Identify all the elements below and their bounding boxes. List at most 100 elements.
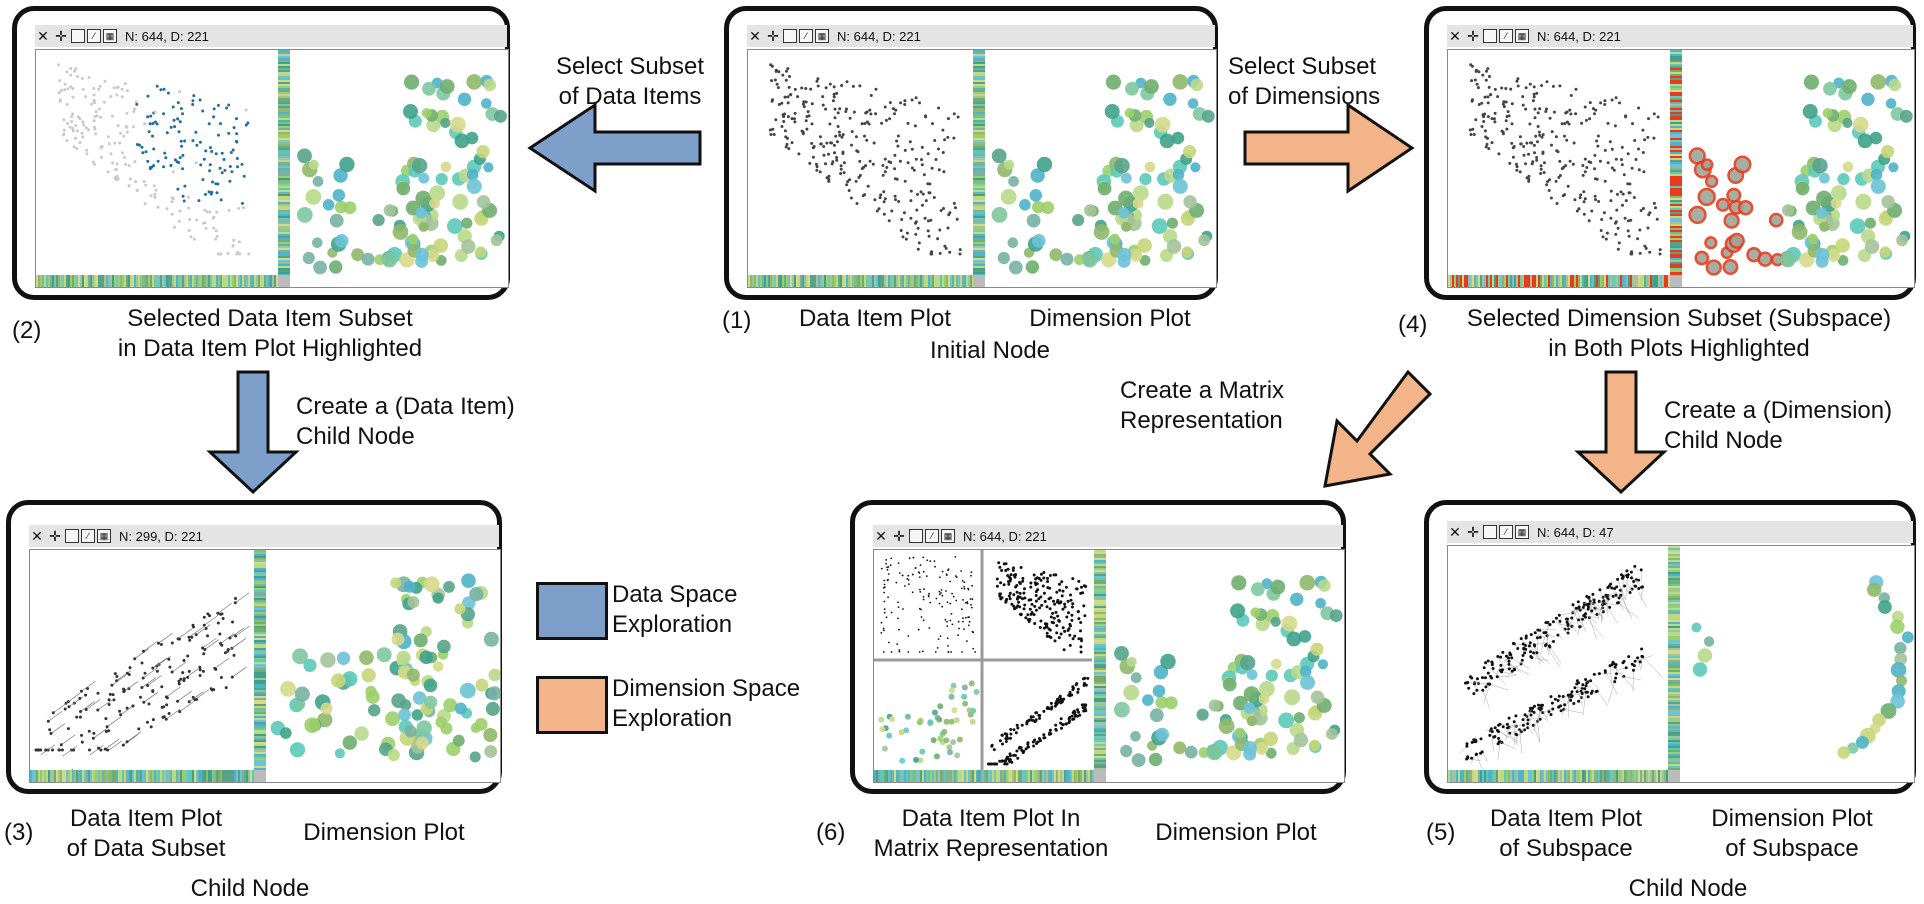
scatter-icon[interactable]: ⁄ <box>87 29 101 43</box>
data-point <box>827 180 830 183</box>
data-point <box>191 139 194 142</box>
matrix-icon[interactable]: ▦ <box>103 29 117 43</box>
strip-cell <box>973 222 985 224</box>
move-icon[interactable]: ✛ <box>1465 28 1481 44</box>
data-point <box>80 734 83 737</box>
dimension-bubble <box>297 207 313 223</box>
line-mark <box>1564 709 1584 713</box>
data-point <box>1636 656 1639 659</box>
node-selected-dimensions[interactable]: ✕ ✛ ⁄ ▦ N: 644, D: 221 <box>1424 6 1916 300</box>
strip-cell <box>160 770 162 782</box>
data-point <box>885 119 888 122</box>
scatter-icon[interactable]: ⁄ <box>81 529 95 543</box>
strip-cell <box>254 712 266 714</box>
strip-cell <box>278 170 290 172</box>
matrix-icon[interactable]: ▦ <box>1515 525 1529 539</box>
line-mark <box>51 724 65 734</box>
move-icon[interactable]: ✛ <box>53 28 69 44</box>
dimension-bubble <box>1819 222 1829 232</box>
data-point <box>993 763 996 766</box>
strip-cell <box>60 770 62 782</box>
data-point <box>884 586 886 588</box>
data-point <box>1620 158 1623 161</box>
strip-cell <box>942 770 944 782</box>
data-point <box>1063 630 1066 633</box>
data-point <box>918 241 921 244</box>
data-point <box>1533 85 1536 88</box>
strip-cell <box>1514 275 1516 287</box>
data-point <box>784 96 787 99</box>
arrow-create-dimension-child <box>1578 372 1664 492</box>
move-icon[interactable]: ✛ <box>891 528 907 544</box>
dimension-bubble <box>1318 659 1328 669</box>
close-icon[interactable]: ✕ <box>1447 28 1463 44</box>
close-icon[interactable]: ✕ <box>1447 524 1463 540</box>
data-point <box>166 131 169 134</box>
panel-icon[interactable] <box>909 529 923 543</box>
strip-cell <box>1670 88 1682 90</box>
panel-icon[interactable] <box>1483 29 1497 43</box>
strip-cell <box>224 770 226 782</box>
strip-cell <box>918 770 920 782</box>
node-selected-data-items[interactable]: ✕ ✛ ⁄ ▦ N: 644, D: 221 <box>12 6 510 300</box>
strip-cell <box>1670 122 1682 124</box>
close-icon[interactable]: ✕ <box>35 28 51 44</box>
data-point <box>1525 142 1528 145</box>
scatter-icon[interactable]: ⁄ <box>1499 525 1513 539</box>
node-initial[interactable]: ✕ ✛ ⁄ ▦ N: 644, D: 221 <box>724 6 1218 300</box>
data-point <box>59 100 62 103</box>
matrix-icon[interactable]: ▦ <box>97 529 111 543</box>
close-icon[interactable]: ✕ <box>29 528 45 544</box>
matrix-icon[interactable]: ▦ <box>815 29 829 43</box>
dimension-bubble <box>455 134 470 149</box>
node-dimension-child[interactable]: ✕ ✛ ⁄ ▦ N: 644, D: 47 <box>1424 500 1916 794</box>
close-icon[interactable]: ✕ <box>873 528 889 544</box>
panel-icon[interactable] <box>71 29 85 43</box>
panel-icon[interactable] <box>783 29 797 43</box>
strip-cell <box>966 770 968 782</box>
strip-cell <box>128 770 130 782</box>
dimension-bubble <box>998 252 1010 264</box>
strip-cell <box>1506 770 1508 782</box>
node-matrix[interactable]: ✕ ✛ ⁄ ▦ N: 644, D: 221 <box>850 500 1346 794</box>
data-point <box>1615 158 1618 161</box>
data-point <box>1627 229 1630 232</box>
strip-cell <box>218 275 220 287</box>
matrix-icon[interactable]: ▦ <box>941 529 955 543</box>
data-point <box>1603 103 1606 106</box>
panel-icon[interactable] <box>65 529 79 543</box>
data-point <box>1589 101 1592 104</box>
strip-cell <box>1086 770 1088 782</box>
strip-cell <box>278 230 290 232</box>
dimension-bubble <box>1009 261 1023 275</box>
panel-icon[interactable] <box>1483 525 1497 539</box>
strip-cell <box>1670 270 1682 272</box>
strip-cell <box>98 770 100 782</box>
dimension-bubble <box>1725 214 1739 228</box>
move-icon[interactable]: ✛ <box>47 528 63 544</box>
dimension-bubble <box>393 224 409 240</box>
strip-cell <box>1670 230 1682 232</box>
data-point <box>1520 637 1523 640</box>
scatter-icon[interactable]: ⁄ <box>925 529 939 543</box>
close-icon[interactable]: ✕ <box>747 28 763 44</box>
data-point <box>923 571 925 573</box>
node-data-child[interactable]: ✕ ✛ ⁄ ▦ N: 299, D: 221 <box>6 500 502 794</box>
strip-cell <box>278 168 290 170</box>
dimension-bubble <box>1165 696 1178 709</box>
scatter-icon[interactable]: ⁄ <box>1499 29 1513 43</box>
strip-cell <box>254 752 266 754</box>
data-point <box>168 712 171 715</box>
matrix-icon[interactable]: ▦ <box>1515 29 1529 43</box>
data-point <box>191 103 194 106</box>
data-point <box>793 120 796 123</box>
line-mark <box>86 699 100 709</box>
strip-cell <box>1668 698 1680 700</box>
move-icon[interactable]: ✛ <box>1465 524 1481 540</box>
scatter-icon[interactable]: ⁄ <box>799 29 813 43</box>
strip-cell <box>1534 275 1536 287</box>
line-mark <box>153 658 167 668</box>
data-point <box>1505 655 1508 658</box>
move-icon[interactable]: ✛ <box>765 28 781 44</box>
strip-cell <box>1670 116 1682 118</box>
